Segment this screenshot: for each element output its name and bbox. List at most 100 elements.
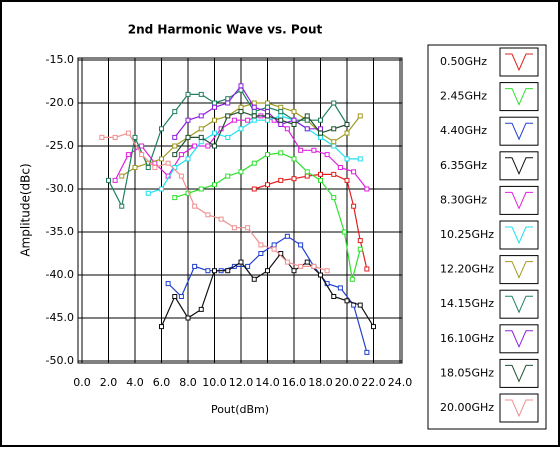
legend-label: 2.45GHz (440, 90, 487, 103)
data-point (337, 165, 343, 170)
data-point (364, 266, 370, 272)
legend-icon (505, 88, 533, 106)
data-point (172, 152, 178, 158)
data-point (351, 169, 357, 175)
data-point (145, 165, 151, 170)
data-point (225, 113, 231, 119)
data-point (371, 324, 376, 330)
data-point (212, 104, 217, 110)
data-point (265, 100, 270, 106)
data-point (106, 177, 111, 183)
legend-icon-box (499, 82, 539, 112)
data-point (318, 117, 323, 123)
legend-label: 20.00GHz (440, 401, 494, 414)
legend-icon-box (499, 289, 539, 319)
data-point (225, 96, 231, 102)
data-point (357, 156, 363, 162)
x-tick-label: 20.0 (335, 376, 360, 389)
legend-label: 14.15GHz (440, 297, 494, 310)
data-point (139, 143, 145, 149)
data-point (291, 117, 297, 123)
data-point (238, 169, 244, 175)
data-point (357, 246, 363, 252)
legend-label: 16.10GHz (440, 332, 494, 345)
x-tick-label: 8.0 (179, 376, 197, 389)
data-point (231, 117, 237, 123)
data-point (185, 315, 191, 321)
data-point (304, 126, 310, 132)
data-point (318, 130, 323, 136)
data-point (318, 126, 323, 132)
data-point (251, 109, 257, 115)
data-point (251, 117, 257, 123)
data-point (172, 109, 178, 115)
data-point (251, 160, 257, 166)
data-point (298, 263, 304, 269)
data-point (311, 147, 317, 153)
data-point (238, 259, 244, 265)
legend-label: 18.05GHz (440, 366, 494, 379)
data-point (265, 152, 270, 158)
data-point (159, 156, 164, 162)
data-point (165, 281, 171, 287)
data-point (185, 117, 191, 123)
data-point (172, 143, 178, 149)
data-point (132, 165, 138, 170)
legend-icon-box (499, 255, 539, 285)
data-point (331, 139, 337, 145)
x-tick-label: 24.0 (388, 376, 413, 389)
legend-label: 12.20GHz (440, 263, 494, 276)
data-point (251, 113, 257, 119)
data-point (271, 246, 277, 252)
data-point (205, 268, 211, 274)
data-point (344, 122, 350, 127)
legend-icon (505, 399, 533, 418)
series-line (174, 152, 361, 280)
data-point (324, 152, 330, 158)
data-point (304, 259, 310, 265)
data-point (344, 156, 350, 162)
data-point (284, 259, 290, 265)
data-point (298, 242, 304, 248)
data-point (178, 173, 184, 179)
data-point (198, 113, 204, 119)
data-point (178, 152, 184, 158)
data-point (245, 117, 251, 123)
data-point (265, 113, 270, 119)
x-tick-label: 12.0 (229, 376, 254, 389)
data-point (284, 233, 290, 239)
y-tick-label: -20.0 (46, 96, 74, 109)
legend-icon-box (499, 324, 539, 354)
data-point (291, 176, 297, 182)
data-point (205, 212, 211, 218)
data-point (291, 109, 297, 115)
data-point (265, 268, 270, 274)
data-point (331, 294, 337, 299)
data-point (192, 203, 198, 209)
legend-icon-box (499, 220, 539, 250)
x-tick-label: 2.0 (100, 376, 118, 389)
legend-icon (505, 122, 533, 141)
data-point (331, 126, 337, 132)
legend-icon (505, 53, 533, 72)
data-point (344, 177, 350, 183)
data-point (278, 109, 284, 115)
data-point (349, 276, 355, 282)
data-point (331, 143, 337, 149)
data-point (291, 122, 297, 127)
data-point (198, 91, 204, 97)
data-point (198, 186, 204, 192)
data-point (258, 242, 264, 248)
data-point (304, 117, 310, 123)
data-point (172, 195, 178, 201)
data-point (344, 130, 350, 136)
data-point (198, 306, 204, 312)
data-point (112, 177, 118, 183)
data-point (99, 134, 105, 140)
data-point (278, 104, 284, 110)
data-point (139, 152, 145, 158)
x-tick-label: 4.0 (126, 376, 144, 389)
data-point (172, 134, 178, 140)
y-tick-label: -45.0 (46, 311, 74, 324)
data-point (304, 113, 310, 119)
